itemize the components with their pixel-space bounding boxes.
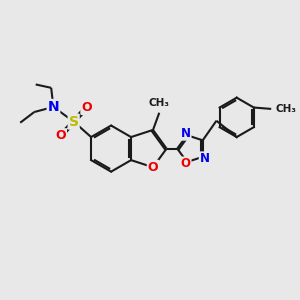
Text: O: O [148,161,158,174]
Text: N: N [48,100,59,114]
Text: N: N [200,152,210,165]
Text: O: O [81,101,92,114]
Text: CH₃: CH₃ [275,104,296,114]
Text: CH₃: CH₃ [149,98,170,108]
Text: O: O [181,158,190,170]
Text: S: S [69,115,79,129]
Text: N: N [181,127,190,140]
Text: O: O [56,129,66,142]
